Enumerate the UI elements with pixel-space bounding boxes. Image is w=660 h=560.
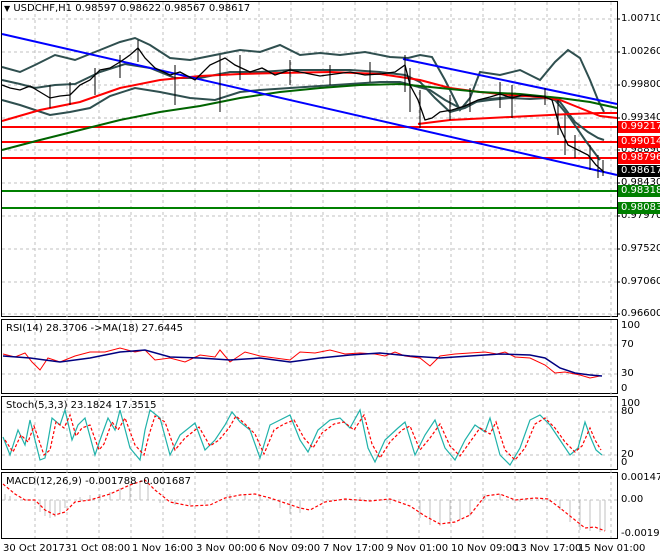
- level-tag-support: 0.98083: [618, 202, 660, 214]
- trendline-lower: [1, 33, 618, 176]
- time-label: 31 Oct 08:00: [65, 543, 131, 554]
- time-label: 1 Nov 16:00: [132, 543, 194, 554]
- rsi-tick: 100: [621, 320, 641, 331]
- symbol-timeframe: USDCHF,H1: [13, 3, 73, 14]
- rsi-ma-line: [2, 349, 603, 377]
- stoch-title: Stoch(5,3,3) 23.1824 17.3515: [6, 400, 157, 411]
- price-tick: 0.96600: [621, 308, 660, 319]
- ma-red-line: [1, 70, 618, 122]
- level-tag-resistance: 0.99014: [618, 136, 660, 148]
- stoch-main-line: [2, 407, 603, 466]
- macd-tick: 0.00: [621, 494, 644, 505]
- rsi-line: [2, 347, 601, 379]
- time-label: 6 Nov 09:00: [259, 543, 321, 554]
- resistance-levels: [2, 126, 617, 159]
- stoch-tick: 20: [621, 449, 634, 460]
- level-tag-resistance: 0.98796: [618, 152, 660, 164]
- ohlc-open: 0.98597: [75, 3, 117, 14]
- ohlc-high: 0.98622: [119, 3, 162, 14]
- stoch-tick: 80: [621, 406, 634, 417]
- price-series: [1, 47, 605, 173]
- rsi-tick: 30: [621, 368, 634, 379]
- price-tick: 0.99340: [621, 112, 660, 123]
- macd-signal-line: [2, 479, 606, 532]
- grid-vertical: [34, 2, 612, 538]
- price-tick: 0.98430: [621, 177, 660, 188]
- time-label: 9 Nov 01:00: [387, 543, 449, 554]
- level-tag-support: 0.98318: [618, 185, 660, 197]
- stoch-tick: 0: [621, 457, 628, 468]
- support-levels: [2, 190, 617, 209]
- price-tick: 0.99800: [621, 79, 660, 90]
- triangle-down-icon[interactable]: ▼: [4, 4, 11, 13]
- price-tick: 0.97060: [621, 276, 660, 287]
- time-label: 13 Nov 17:00: [514, 543, 582, 554]
- level-tag-resistance: 0.99217: [618, 121, 660, 133]
- price-tick: 1.00710: [621, 13, 660, 24]
- ohlc-close: 0.98617: [208, 3, 251, 14]
- rsi-title: RSI(14) 28.3706 ->MA(18) 27.6445: [6, 323, 183, 334]
- rsi-tick: 0: [621, 383, 628, 394]
- price-tick: 0.98890: [621, 144, 660, 155]
- time-label: 7 Nov 17:00: [323, 543, 385, 554]
- current-price-tag: 0.98617: [618, 165, 660, 177]
- price-tick: 0.97970: [621, 210, 660, 221]
- stoch-signal-line: [4, 413, 602, 461]
- price-candles: [49, 40, 604, 178]
- stoch-tick: 100: [621, 398, 641, 409]
- axis-ticks: [617, 18, 620, 315]
- macd-title: MACD(12,26,9) -0.001788 -0.001687: [6, 476, 191, 487]
- ma-green-line: [1, 82, 618, 151]
- time-label: 10 Nov 09:00: [451, 543, 519, 554]
- rsi-tick: 70: [621, 339, 634, 350]
- macd-tick: -0.001999: [621, 528, 660, 539]
- grid-horizontal: [2, 18, 617, 501]
- ohlc-low: 0.98567: [164, 3, 206, 14]
- macd-tick: 0.001473: [621, 472, 660, 483]
- trendline-upper: [402, 58, 618, 105]
- chart-title: ▼ USDCHF,H1 0.98597 0.98622 0.98567 0.98…: [4, 3, 250, 14]
- price-tick: 1.00260: [621, 46, 660, 57]
- time-label: 15 Nov 01:00: [578, 543, 646, 554]
- price-tick: 0.97520: [621, 243, 660, 254]
- time-label: 30 Oct 2017: [3, 543, 65, 554]
- time-label: 3 Nov 00:00: [196, 543, 258, 554]
